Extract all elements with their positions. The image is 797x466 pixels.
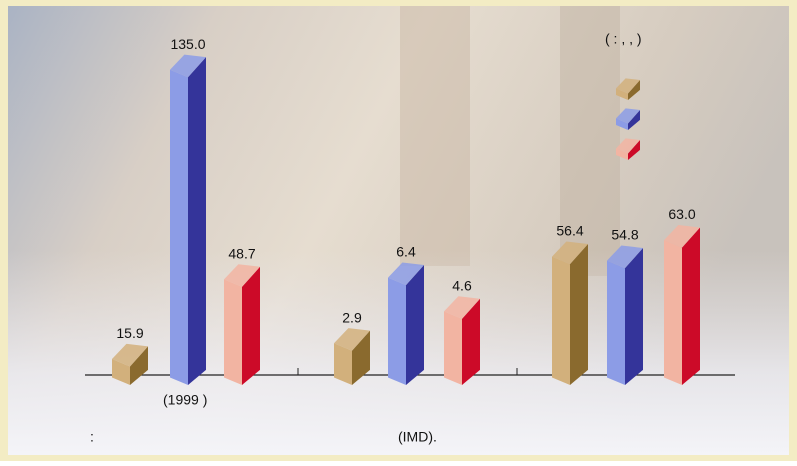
bar <box>607 245 643 385</box>
bar-front <box>112 358 130 385</box>
bar-side <box>462 298 480 385</box>
value-label: 56.4 <box>556 223 583 239</box>
bar-side <box>628 110 640 130</box>
bar-front <box>224 279 242 385</box>
bar-front <box>664 240 682 385</box>
bar-side <box>406 265 424 385</box>
source-prefix: : <box>90 429 94 445</box>
value-label: 6.4 <box>396 244 416 260</box>
bar-front <box>388 277 406 385</box>
bar-top <box>334 328 370 351</box>
bar <box>664 224 700 385</box>
legend-swatch <box>616 108 640 130</box>
bar-top <box>112 343 148 367</box>
bar <box>170 54 206 386</box>
value-label: 63.0 <box>668 206 695 222</box>
unit-note: ( : , , ) <box>605 31 642 47</box>
bar-front <box>616 148 628 160</box>
bar-side <box>625 248 643 385</box>
bar-top <box>616 108 640 124</box>
bar-side <box>188 57 206 386</box>
bar-top <box>170 54 206 78</box>
value-label: 15.9 <box>116 325 143 341</box>
bar-top <box>616 138 640 154</box>
bar-top <box>664 224 700 248</box>
bar-side <box>628 80 640 100</box>
value-label: 4.6 <box>452 277 472 293</box>
bar-top <box>552 241 588 265</box>
bar-top <box>607 245 643 269</box>
bar <box>112 343 148 385</box>
legend-swatch <box>616 138 640 160</box>
bar-top <box>224 264 260 287</box>
bar <box>444 296 480 385</box>
value-label: 48.7 <box>228 245 255 261</box>
value-label: 135.0 <box>170 36 205 52</box>
bar <box>552 241 588 385</box>
bar-side <box>352 330 370 385</box>
bar-side <box>628 140 640 160</box>
building <box>560 6 620 276</box>
bar-front <box>444 311 462 385</box>
bar-front <box>552 256 570 385</box>
bar-side <box>242 266 260 385</box>
bar <box>224 264 260 385</box>
bar-front <box>616 88 628 100</box>
bar-front <box>607 260 625 385</box>
x-label: (1999 ) <box>163 392 207 408</box>
bar-side <box>570 244 588 385</box>
value-label: 2.9 <box>342 309 362 325</box>
bar-front <box>334 343 352 385</box>
building <box>400 6 470 266</box>
value-label: 54.8 <box>611 227 638 243</box>
bar <box>334 328 370 385</box>
bar <box>388 262 424 385</box>
legend-swatch <box>616 78 640 100</box>
bar-side <box>130 346 148 385</box>
source: (IMD). <box>398 429 437 445</box>
bar-front <box>170 69 188 385</box>
bar-top <box>444 296 480 319</box>
bar-top <box>388 262 424 286</box>
bar-top <box>616 78 640 94</box>
bar-front <box>616 118 628 130</box>
bar-side <box>682 227 700 385</box>
